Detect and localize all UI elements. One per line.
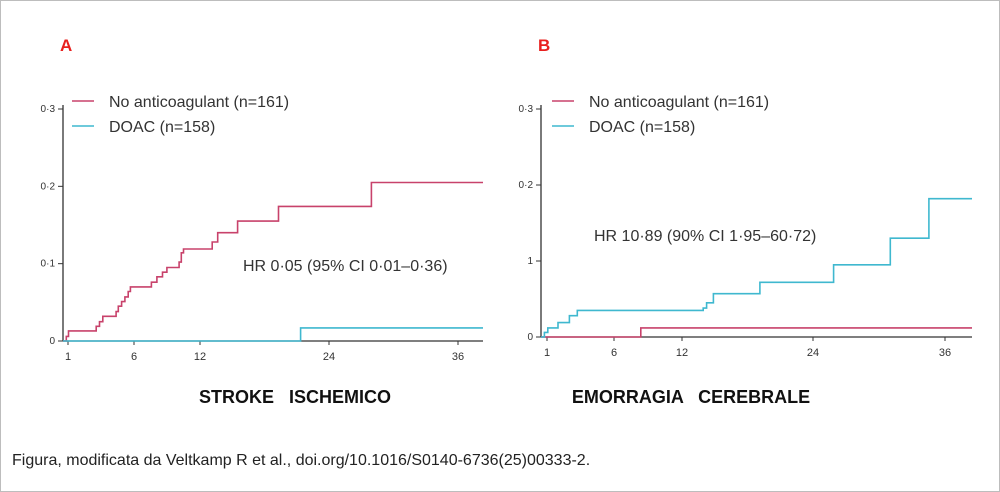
panel-b-x-tick-label: 12 bbox=[676, 347, 688, 359]
panel-a-hr-annotation: HR 0·05 (95% CI 0·01–0·36) bbox=[243, 258, 448, 275]
panel-b-y-tick-label: 0·2 bbox=[519, 180, 534, 191]
panel-b-series-no-anticoagulant-line bbox=[541, 327, 972, 338]
figure-caption: Figura, modificata da Veltkamp R et al.,… bbox=[12, 452, 591, 469]
panel-a-y-tick-label: 0·3 bbox=[41, 104, 56, 115]
panel-b-title: EMORRAGIA CEREBRALE bbox=[572, 387, 810, 407]
panel-a-legend-label: DOAC (n=158) bbox=[109, 119, 215, 136]
panel-a-x-tick-label: 12 bbox=[194, 351, 206, 363]
panel-b-series-doac-line bbox=[541, 197, 972, 338]
panel-a-letter: A bbox=[60, 36, 72, 55]
panel-b-y-tick-label: 1 bbox=[527, 256, 533, 267]
panel-a-y-tick-label: 0 bbox=[49, 336, 55, 347]
panel-b-x-tick-label: 1 bbox=[544, 347, 550, 359]
panel-a-series-doac-line bbox=[63, 327, 483, 342]
panel-b-y-tick-label: 0 bbox=[527, 332, 533, 343]
panel-b-x-tick-label: 6 bbox=[611, 347, 617, 359]
panel-b-hr-annotation: HR 10·89 (90% CI 1·95–60·72) bbox=[594, 228, 816, 245]
panel-b-x-tick-label: 36 bbox=[939, 347, 951, 359]
panel-a-x-tick-label: 6 bbox=[131, 351, 137, 363]
panel-a-x-tick-label: 1 bbox=[65, 351, 71, 363]
panel-a-y-tick-label: 0·1 bbox=[41, 259, 56, 270]
panel-b-letter: B bbox=[538, 36, 550, 55]
panel-a-legend-label: No anticoagulant (n=161) bbox=[109, 94, 289, 111]
panel-b-y-tick-label: 0·3 bbox=[519, 104, 534, 115]
panel-a-y-tick-label: 0·2 bbox=[41, 181, 56, 192]
panel-b-legend-label: No anticoagulant (n=161) bbox=[589, 94, 769, 111]
panel-a-title: STROKE ISCHEMICO bbox=[199, 387, 391, 407]
panel-b-x-tick-label: 24 bbox=[807, 347, 819, 359]
panel-b-legend-label: DOAC (n=158) bbox=[589, 119, 695, 136]
panel-a-x-tick-label: 24 bbox=[323, 351, 335, 363]
panel-a-series-no-anticoagulant-line bbox=[63, 181, 483, 342]
panel-a-x-tick-label: 36 bbox=[452, 351, 464, 363]
